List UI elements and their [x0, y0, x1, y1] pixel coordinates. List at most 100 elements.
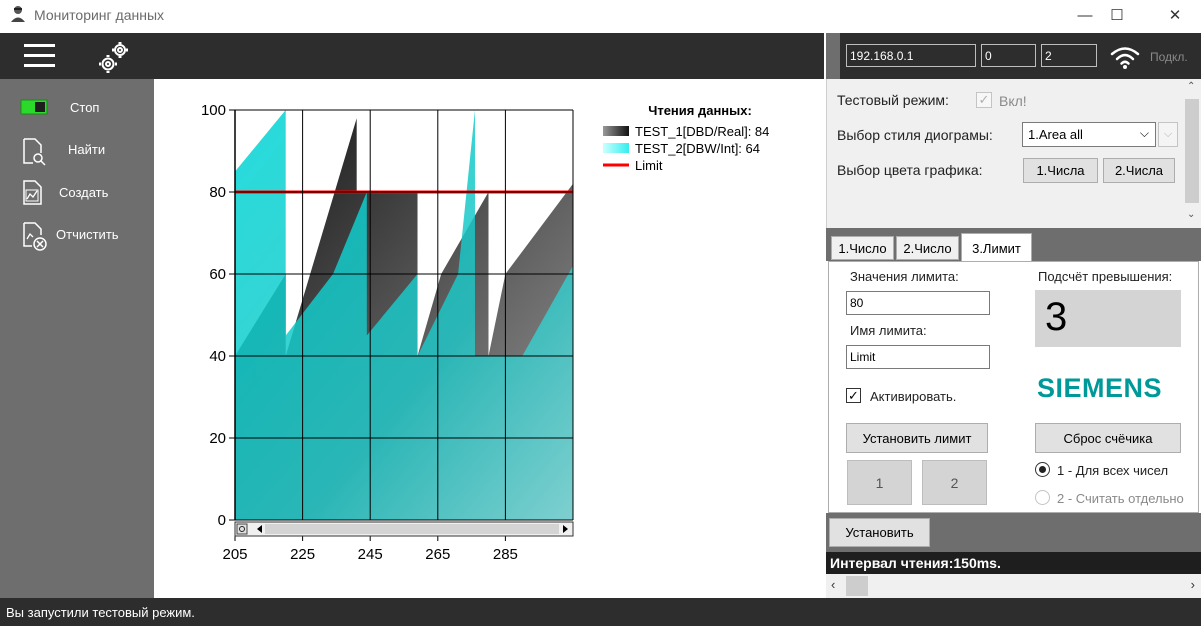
status-bar: Вы запустили тестовый режим. — [0, 598, 1201, 626]
legend-swatch — [603, 143, 629, 153]
y-tick-label: 60 — [209, 266, 226, 283]
limit-value-input[interactable] — [846, 291, 990, 315]
chart-color-label: Выбор цвета графика: — [837, 162, 983, 178]
y-tick-label: 40 — [209, 348, 226, 365]
x-tick-label: 245 — [358, 546, 383, 563]
sidebar-item-clear[interactable]: Отчистить — [0, 216, 154, 254]
toggle-on-icon — [20, 99, 48, 115]
maximize-icon: ☐ — [1110, 7, 1124, 24]
minimize-icon: — — [1077, 6, 1093, 24]
sidebar-item-create[interactable]: Создать — [0, 174, 154, 212]
tab-number2[interactable]: 2.Число — [896, 236, 959, 260]
document-search-icon — [23, 138, 46, 166]
app-user-icon — [11, 6, 25, 22]
siemens-logo: SIEMENS — [1037, 373, 1163, 403]
chart-area: 0 20 40 60 80 100 205 225 245 265 285 Чтения данны… — [154, 79, 824, 598]
legend-entry-label: Limit — [635, 158, 663, 173]
scroll-up-icon[interactable]: ⌃ — [1187, 81, 1196, 92]
sidebar-item-label: Создать — [59, 185, 109, 200]
legend-entry-label: TEST_1[DBD/Real]: 84 — [635, 124, 769, 139]
x-tick-label: 225 — [290, 546, 315, 563]
test-mode-checkbox-label: Вкл! — [999, 93, 1027, 109]
scroll-reset-button[interactable] — [236, 523, 248, 535]
window-title: Мониторинг данных — [34, 7, 165, 23]
exceed-counter-label: Подсчёт превышения: — [1038, 269, 1173, 284]
exceed-counter-value: 3 — [1035, 290, 1181, 347]
document-chart-icon — [23, 180, 42, 205]
document-clear-icon — [23, 222, 47, 251]
settings-panel — [826, 79, 1201, 228]
activate-label: Активировать. — [870, 389, 957, 404]
y-tick-label: 0 — [218, 512, 226, 529]
scroll-left-icon[interactable] — [257, 525, 262, 533]
maximize-button[interactable]: ☐ — [1094, 0, 1140, 30]
sidebar-item-stop[interactable]: Стоп — [0, 89, 154, 127]
settings-vertical-scrollbar[interactable]: ⌃ ⌄ — [1183, 79, 1201, 228]
read-interval-label: Интервал чтения:150ms. — [826, 552, 1201, 574]
x-tick-label: 285 — [493, 546, 518, 563]
scroll-thumb[interactable] — [1185, 99, 1199, 203]
close-button[interactable]: ✕ — [1152, 0, 1198, 30]
limit-name-input[interactable] — [846, 345, 990, 369]
chart-style-label: Выбор стиля диограмы: — [837, 127, 993, 143]
tab-number1[interactable]: 1.Число — [831, 236, 894, 260]
sidebar-item-label: Отчистить — [56, 227, 119, 242]
y-tick-label: 100 — [201, 102, 226, 119]
y-tick-label: 80 — [209, 184, 226, 201]
interval-slider-thumb[interactable] — [846, 576, 868, 596]
title-bar — [0, 0, 1201, 30]
sidebar-item-find[interactable]: Найти — [0, 131, 154, 169]
wifi-icon[interactable] — [1109, 43, 1141, 71]
ip-address-input[interactable] — [846, 44, 976, 67]
connect-label[interactable]: Подкл. — [1150, 50, 1188, 64]
activate-checkbox[interactable]: ✓ — [846, 388, 861, 403]
interval-scrollbar[interactable]: ‹ › — [826, 574, 1201, 598]
chart-horizontal-scrollbar[interactable] — [234, 521, 574, 537]
sidebar-item-label: Найти — [68, 142, 106, 157]
close-icon: ✕ — [1168, 7, 1182, 24]
slot-input[interactable] — [1041, 44, 1097, 67]
radio-all-numbers[interactable] — [1035, 462, 1050, 477]
sidebar — [0, 79, 154, 598]
legend-title: Чтения данных: — [648, 103, 752, 118]
panel-divider — [826, 33, 840, 79]
reset-counter-button[interactable]: Сброс счёчика — [1035, 423, 1181, 453]
chart: 0 20 40 60 80 100 205 225 245 265 285 Чтения данны… — [201, 102, 769, 563]
chart-style-select[interactable]: 1.Area all ⌵ — [1022, 122, 1156, 147]
limit-button-2[interactable]: 2 — [922, 460, 987, 505]
x-tick-label: 265 — [425, 546, 450, 563]
legend-swatch — [603, 126, 629, 136]
menu-icon[interactable] — [24, 44, 55, 68]
color-number2-button[interactable]: 2.Числа — [1103, 158, 1175, 183]
y-tick-label: 20 — [209, 430, 226, 447]
tab-limit[interactable]: 3.Лимит — [961, 233, 1032, 262]
test-mode-checkbox[interactable]: ✓ — [976, 92, 992, 108]
radio-all-numbers-label: 1 - Для всех чисел — [1057, 463, 1169, 478]
toolbar — [0, 33, 824, 79]
set-limit-button[interactable]: Установить лимит — [846, 423, 988, 453]
scroll-left-icon[interactable]: ‹ — [831, 577, 836, 592]
radio-count-separately-label: 2 - Считать отдельно — [1057, 491, 1184, 506]
series-area-2 — [235, 110, 573, 520]
apply-button[interactable]: Установить — [829, 518, 930, 547]
limit-value-label: Значения лимита: — [850, 269, 959, 284]
gear-icon[interactable] — [96, 39, 132, 75]
scroll-thumb[interactable] — [265, 524, 559, 534]
test-mode-label: Тестовый режим: — [837, 92, 949, 108]
rack-input[interactable] — [981, 44, 1036, 67]
chart-style-value: 1.Area all — [1028, 127, 1083, 142]
limit-name-label: Имя лимита: — [850, 323, 927, 338]
scroll-down-icon[interactable]: ⌄ — [1187, 209, 1196, 220]
sidebar-item-label: Стоп — [70, 100, 100, 115]
radio-count-separately[interactable] — [1035, 490, 1050, 505]
chevron-down-icon: ⌵ — [1139, 126, 1149, 140]
scroll-right-icon[interactable] — [563, 525, 568, 533]
x-tick-label: 205 — [222, 546, 247, 563]
style-dropdown-button[interactable]: ⌵ — [1158, 122, 1178, 147]
minimize-button[interactable]: — — [1062, 0, 1108, 30]
limit-button-1[interactable]: 1 — [847, 460, 912, 505]
legend-entry-label: TEST_2[DBW/Int]: 64 — [635, 141, 760, 156]
scroll-right-icon[interactable]: › — [1190, 577, 1195, 592]
color-number1-button[interactable]: 1.Числа — [1023, 158, 1098, 183]
zoom-reset-icon — [239, 526, 245, 532]
